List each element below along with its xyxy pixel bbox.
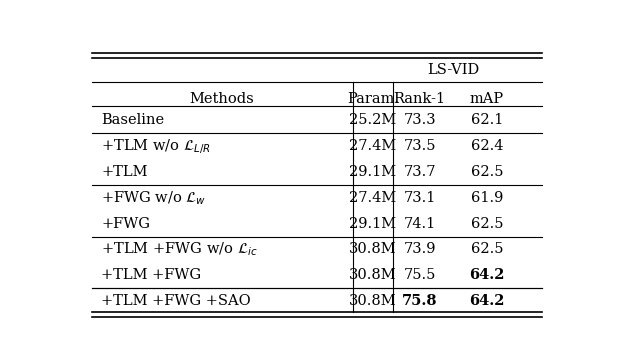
Text: 64.2: 64.2 bbox=[469, 294, 504, 308]
Text: +TLM w/o $\mathcal{L}_{L/R}$: +TLM w/o $\mathcal{L}_{L/R}$ bbox=[101, 136, 211, 156]
Text: 30.8M: 30.8M bbox=[349, 242, 397, 257]
Text: Baseline: Baseline bbox=[101, 113, 164, 127]
Text: mAP: mAP bbox=[470, 92, 504, 106]
Text: 64.2: 64.2 bbox=[469, 268, 504, 282]
Text: +TLM +FWG w/o $\mathcal{L}_{ic}$: +TLM +FWG w/o $\mathcal{L}_{ic}$ bbox=[101, 241, 258, 258]
Text: 73.1: 73.1 bbox=[404, 191, 436, 205]
Text: 27.4M: 27.4M bbox=[349, 191, 397, 205]
Text: 73.9: 73.9 bbox=[404, 242, 436, 257]
Text: 25.2M: 25.2M bbox=[349, 113, 397, 127]
Text: +FWG: +FWG bbox=[101, 217, 150, 231]
Text: +TLM +FWG +SAO: +TLM +FWG +SAO bbox=[101, 294, 251, 308]
Text: 29.1M: 29.1M bbox=[349, 165, 397, 179]
Text: +TLM: +TLM bbox=[101, 165, 148, 179]
Text: 27.4M: 27.4M bbox=[349, 139, 397, 153]
Text: LS-VID: LS-VID bbox=[427, 63, 480, 77]
Text: 62.5: 62.5 bbox=[470, 165, 503, 179]
Text: 62.5: 62.5 bbox=[470, 242, 503, 257]
Text: Methods: Methods bbox=[190, 92, 255, 106]
Text: 75.8: 75.8 bbox=[402, 294, 438, 308]
Text: 61.9: 61.9 bbox=[470, 191, 503, 205]
Text: +TLM +FWG: +TLM +FWG bbox=[101, 268, 201, 282]
Text: 29.1M: 29.1M bbox=[349, 217, 397, 231]
Text: 73.3: 73.3 bbox=[404, 113, 436, 127]
Text: Rank-1: Rank-1 bbox=[394, 92, 446, 106]
Text: 62.4: 62.4 bbox=[470, 139, 503, 153]
Text: Param.: Param. bbox=[347, 92, 399, 106]
Text: 73.5: 73.5 bbox=[404, 139, 436, 153]
Text: 30.8M: 30.8M bbox=[349, 268, 397, 282]
Text: 62.1: 62.1 bbox=[470, 113, 503, 127]
Text: 75.5: 75.5 bbox=[404, 268, 436, 282]
Text: +FWG w/o $\mathcal{L}_w$: +FWG w/o $\mathcal{L}_w$ bbox=[101, 189, 206, 207]
Text: 30.8M: 30.8M bbox=[349, 294, 397, 308]
Text: 73.7: 73.7 bbox=[404, 165, 436, 179]
Text: 74.1: 74.1 bbox=[404, 217, 436, 231]
Text: 62.5: 62.5 bbox=[470, 217, 503, 231]
